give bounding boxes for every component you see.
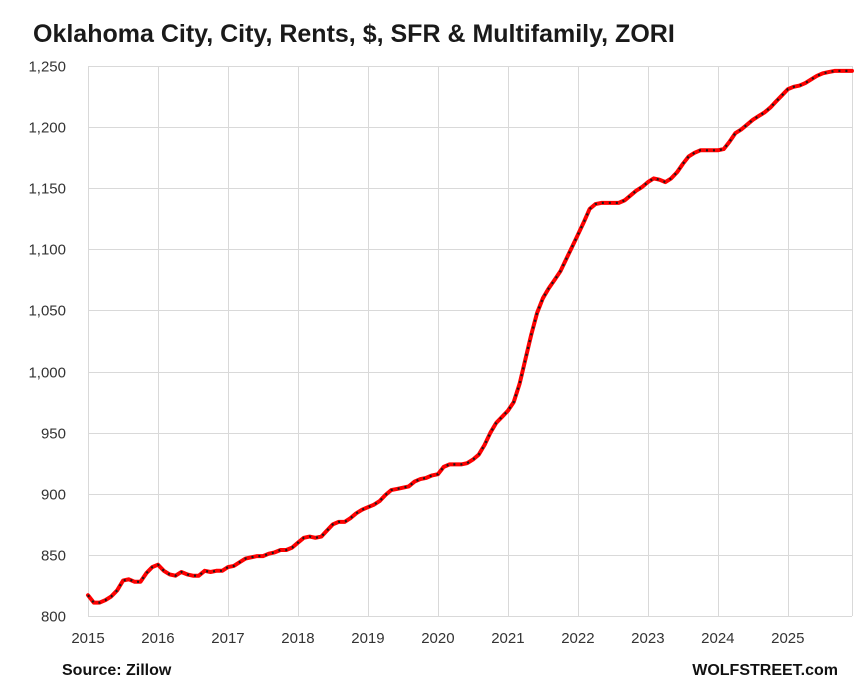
y-tick-label: 1,050 — [28, 303, 66, 320]
y-tick-label: 1,100 — [28, 242, 66, 259]
y-tick-label: 1,250 — [28, 59, 66, 76]
y-tick-label: 800 — [41, 609, 66, 626]
x-tick-label: 2021 — [491, 630, 524, 647]
source-note: Source: Zillow — [62, 662, 172, 679]
x-axis-tick-labels: 2015 2016 2017 2018 2019 2020 2021 2022 2023 2024… — [71, 630, 804, 647]
horizontal-gridlines — [88, 66, 852, 617]
y-axis-tick-labels: 800 850 900 950 1,000 1,050 1,100 1,150 1,200 1,2… — [28, 59, 66, 626]
y-tick-label: 1,000 — [28, 365, 66, 382]
x-tick-label: 2025 — [771, 630, 804, 647]
y-tick-label: 900 — [41, 487, 66, 504]
chart-title: Oklahoma City, City, Rents, $, SFR & Mul… — [33, 20, 675, 48]
watermark: WOLFSTREET.com — [692, 662, 838, 679]
y-tick-label: 950 — [41, 426, 66, 443]
x-tick-label: 2017 — [211, 630, 244, 647]
x-tick-label: 2018 — [281, 630, 314, 647]
x-tick-label: 2016 — [141, 630, 174, 647]
rent-series — [86, 68, 854, 605]
x-tick-label: 2019 — [351, 630, 384, 647]
y-tick-label: 1,150 — [28, 181, 66, 198]
x-tick-label: 2023 — [631, 630, 664, 647]
x-tick-label: 2024 — [701, 630, 734, 647]
x-tick-label: 2022 — [561, 630, 594, 647]
x-tick-label: 2015 — [71, 630, 104, 647]
series-markers — [87, 69, 852, 604]
series-line — [86, 68, 854, 605]
x-tick-label: 2020 — [421, 630, 454, 647]
y-tick-label: 1,200 — [28, 120, 66, 137]
vertical-gridlines — [88, 66, 853, 616]
y-tick-label: 850 — [41, 548, 66, 565]
